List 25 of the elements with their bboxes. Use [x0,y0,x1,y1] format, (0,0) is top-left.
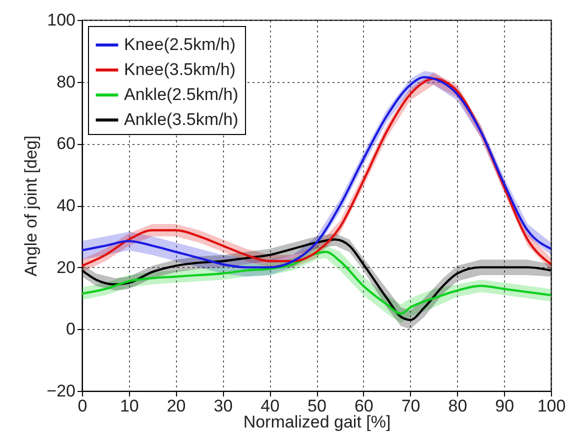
x-tick-label: 0 [78,396,88,416]
y-tick-label: 100 [47,10,76,30]
x-tick-label: 70 [401,396,420,416]
y-tick-label: 80 [56,72,76,92]
x-tick-label: 90 [495,396,514,416]
legend-label: Knee(3.5km/h) [124,60,236,79]
x-tick-label: 60 [354,396,374,416]
x-tick-label: 100 [537,396,566,416]
legend-label: Knee(2.5km/h) [124,35,236,54]
legend-label: Ankle(2.5km/h) [124,85,238,104]
y-tick-label: 20 [56,258,76,277]
x-tick-label: 40 [260,396,280,416]
line-series [80,250,552,315]
x-tick-label: 20 [166,396,186,416]
y-tick-label: 40 [56,196,76,215]
y-tick-label: −20 [46,382,76,400]
legend-label: Ankle(3.5km/h) [124,110,238,129]
x-axis-title: Normalized gait [%] [243,412,391,432]
x-tick-label: 10 [120,396,139,416]
y-tick-label: 60 [56,134,76,154]
x-tick-label: 30 [214,396,233,416]
y-tick-label: 0 [66,320,76,339]
y-axis-title: Angle of joint [deg] [22,136,41,276]
x-tick-label: 50 [308,396,326,416]
x-tick-label: 80 [448,396,468,416]
